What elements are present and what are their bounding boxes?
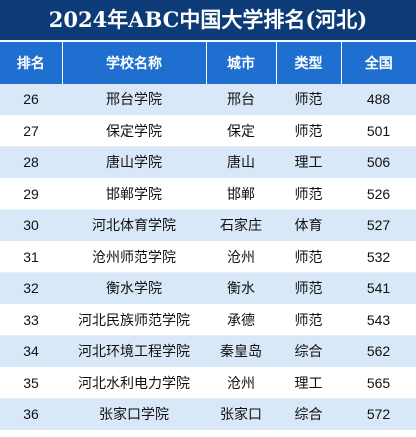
- table-row: 32 衡水学院 衡水 师范 541: [0, 272, 416, 305]
- rank-cell: 35: [0, 367, 62, 399]
- national-rank-cell: 506: [341, 146, 416, 179]
- city-cell: 张家口: [206, 398, 276, 431]
- type-cell: 理工: [276, 146, 341, 179]
- type-cell: 综合: [276, 398, 341, 431]
- table-row: 29 邯郸学院 邯郸 师范 526: [0, 178, 416, 210]
- national-rank-cell: 541: [341, 272, 416, 305]
- type-cell: 师范: [276, 272, 341, 305]
- school-cell: 张家口学院: [62, 398, 206, 431]
- type-cell: 师范: [276, 241, 341, 273]
- header-national: 全国: [341, 42, 416, 84]
- rank-cell: 28: [0, 146, 62, 179]
- school-cell: 唐山学院: [62, 146, 206, 179]
- type-cell: 综合: [276, 335, 341, 368]
- city-cell: 唐山: [206, 146, 276, 179]
- rank-cell: 32: [0, 272, 62, 305]
- header-city: 城市: [206, 42, 277, 84]
- table-title: 2024年ABC中国大学排名(河北): [0, 0, 416, 42]
- city-cell: 沧州: [206, 367, 276, 399]
- city-cell: 秦皇岛: [206, 335, 276, 368]
- national-rank-cell: 488: [341, 84, 416, 116]
- rank-cell: 26: [0, 84, 62, 116]
- table-row: 26 邢台学院 邢台 师范 488: [0, 84, 416, 116]
- rank-cell: 30: [0, 209, 62, 242]
- city-cell: 石家庄: [206, 209, 276, 242]
- city-cell: 邯郸: [206, 178, 276, 210]
- table-row: 28 唐山学院 唐山 理工 506: [0, 146, 416, 179]
- table-row: 35 河北水利电力学院 沧州 理工 565: [0, 367, 416, 399]
- type-cell: 师范: [276, 178, 341, 210]
- type-cell: 理工: [276, 367, 341, 399]
- school-cell: 邯郸学院: [62, 178, 206, 210]
- header-school: 学校名称: [62, 42, 207, 84]
- header-rank: 排名: [0, 42, 63, 84]
- national-rank-cell: 572: [341, 398, 416, 431]
- national-rank-cell: 526: [341, 178, 416, 210]
- national-rank-cell: 527: [341, 209, 416, 242]
- national-rank-cell: 501: [341, 115, 416, 147]
- school-cell: 河北环境工程学院: [62, 335, 206, 368]
- school-cell: 沧州师范学院: [62, 241, 206, 273]
- type-cell: 师范: [276, 115, 341, 147]
- table-row: 36 张家口学院 张家口 综合 572: [0, 398, 416, 431]
- city-cell: 沧州: [206, 241, 276, 273]
- school-cell: 衡水学院: [62, 272, 206, 305]
- type-cell: 师范: [276, 84, 341, 116]
- rank-cell: 33: [0, 304, 62, 336]
- city-cell: 承德: [206, 304, 276, 336]
- city-cell: 衡水: [206, 272, 276, 305]
- table-row: 31 沧州师范学院 沧州 师范 532: [0, 241, 416, 273]
- school-cell: 河北水利电力学院: [62, 367, 206, 399]
- national-rank-cell: 532: [341, 241, 416, 273]
- table-row: 33 河北民族师范学院 承德 师范 543: [0, 304, 416, 336]
- type-cell: 体育: [276, 209, 341, 242]
- rank-cell: 34: [0, 335, 62, 368]
- city-cell: 保定: [206, 115, 276, 147]
- rank-cell: 31: [0, 241, 62, 273]
- header-type: 类型: [276, 42, 342, 84]
- table-row: 30 河北体育学院 石家庄 体育 527: [0, 209, 416, 242]
- rank-cell: 36: [0, 398, 62, 431]
- rank-cell: 29: [0, 178, 62, 210]
- national-rank-cell: 562: [341, 335, 416, 368]
- ranking-table: 排名 学校名称 城市 类型 全国 26 邢台学院 邢台 师范 488 27 保定学院 保定 师范…: [0, 42, 416, 431]
- national-rank-cell: 565: [341, 367, 416, 399]
- city-cell: 邢台: [206, 84, 276, 116]
- national-rank-cell: 543: [341, 304, 416, 336]
- type-cell: 师范: [276, 304, 341, 336]
- rank-cell: 27: [0, 115, 62, 147]
- school-cell: 邢台学院: [62, 84, 206, 116]
- header-row: 排名 学校名称 城市 类型 全国: [0, 42, 416, 84]
- table-row: 27 保定学院 保定 师范 501: [0, 115, 416, 147]
- school-cell: 河北体育学院: [62, 209, 206, 242]
- school-cell: 河北民族师范学院: [62, 304, 206, 336]
- table-row: 34 河北环境工程学院 秦皇岛 综合 562: [0, 335, 416, 368]
- school-cell: 保定学院: [62, 115, 206, 147]
